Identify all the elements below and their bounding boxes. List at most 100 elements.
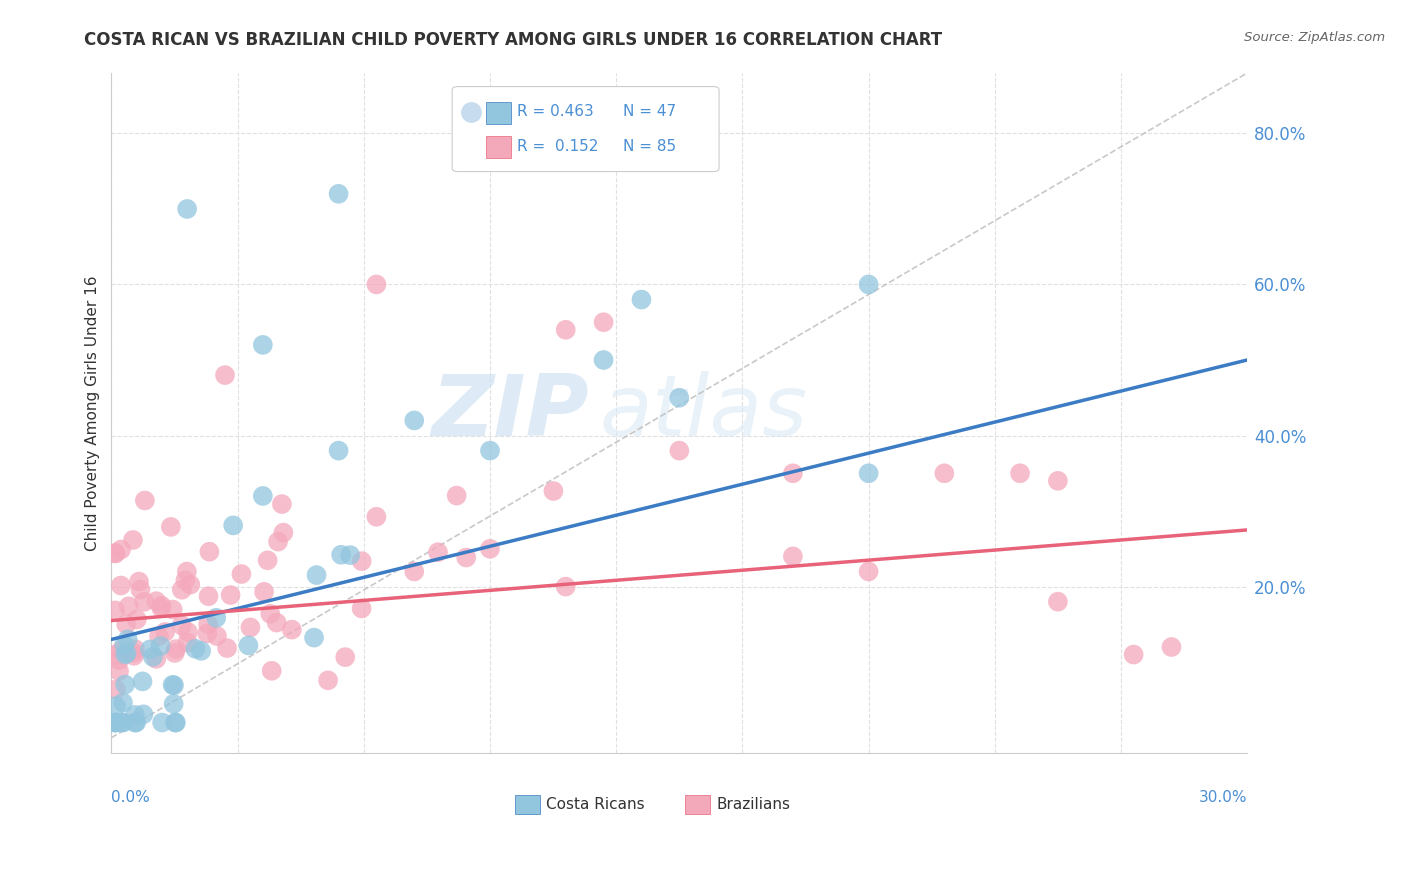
- Text: COSTA RICAN VS BRAZILIAN CHILD POVERTY AMONG GIRLS UNDER 16 CORRELATION CHART: COSTA RICAN VS BRAZILIAN CHILD POVERTY A…: [84, 31, 942, 49]
- Point: [134, 493, 156, 508]
- Point: [238, 639, 260, 653]
- Point: [163, 678, 186, 692]
- Point: [266, 615, 288, 630]
- Point: [214, 368, 236, 383]
- Point: [1046, 595, 1069, 609]
- Point: [118, 599, 141, 614]
- Point: [139, 642, 162, 657]
- Point: [302, 631, 325, 645]
- Point: [184, 641, 207, 656]
- Point: [252, 338, 274, 352]
- Point: [366, 509, 388, 524]
- Point: [165, 642, 187, 657]
- Point: [592, 353, 614, 368]
- Point: [176, 202, 198, 216]
- Point: [350, 554, 373, 568]
- Point: [124, 707, 146, 722]
- Point: [446, 489, 468, 503]
- Point: [176, 565, 198, 579]
- Point: [162, 678, 184, 692]
- Point: [328, 443, 350, 458]
- Point: [858, 565, 880, 579]
- Point: [427, 545, 450, 559]
- Point: [108, 664, 131, 678]
- Point: [153, 625, 176, 640]
- Point: [197, 589, 219, 603]
- Point: [404, 565, 426, 579]
- Point: [198, 545, 221, 559]
- Point: [668, 391, 690, 405]
- Point: [205, 611, 228, 625]
- Point: [104, 715, 127, 730]
- Point: [165, 715, 187, 730]
- Point: [131, 674, 153, 689]
- Point: [179, 577, 201, 591]
- Point: [122, 646, 145, 660]
- Point: [104, 546, 127, 560]
- Point: [104, 603, 127, 617]
- FancyBboxPatch shape: [515, 795, 540, 814]
- Point: [117, 632, 139, 647]
- Point: [782, 549, 804, 564]
- Point: [197, 617, 219, 632]
- Point: [328, 186, 350, 201]
- Point: [271, 497, 294, 511]
- Point: [259, 607, 281, 621]
- Point: [104, 648, 127, 662]
- Point: [252, 489, 274, 503]
- Point: [630, 293, 652, 307]
- Point: [305, 568, 328, 582]
- Point: [165, 715, 187, 730]
- Point: [104, 699, 127, 714]
- Point: [132, 707, 155, 722]
- Point: [1008, 467, 1031, 481]
- Point: [253, 584, 276, 599]
- Point: [330, 548, 353, 562]
- Point: [273, 525, 295, 540]
- FancyBboxPatch shape: [486, 136, 512, 159]
- Point: [149, 639, 172, 653]
- Text: R = 0.463: R = 0.463: [517, 104, 593, 120]
- Point: [162, 697, 184, 711]
- Point: [174, 574, 197, 588]
- Point: [782, 467, 804, 481]
- Point: [456, 550, 478, 565]
- Point: [112, 638, 135, 652]
- Point: [335, 650, 357, 665]
- Point: [1160, 640, 1182, 654]
- Point: [934, 467, 956, 481]
- Point: [122, 533, 145, 547]
- Point: [316, 673, 339, 688]
- Y-axis label: Child Poverty Among Girls Under 16: Child Poverty Among Girls Under 16: [86, 275, 100, 550]
- Point: [108, 653, 131, 667]
- Point: [128, 574, 150, 589]
- Point: [190, 644, 212, 658]
- Point: [195, 626, 218, 640]
- Point: [222, 518, 245, 533]
- Point: [122, 648, 145, 663]
- Point: [145, 594, 167, 608]
- Point: [554, 323, 576, 337]
- Point: [256, 553, 278, 567]
- Point: [129, 582, 152, 597]
- FancyBboxPatch shape: [453, 87, 718, 171]
- Point: [339, 548, 361, 562]
- Point: [111, 715, 134, 730]
- Text: N = 47: N = 47: [623, 104, 676, 120]
- Text: 0.0%: 0.0%: [111, 790, 150, 805]
- Point: [543, 483, 565, 498]
- Point: [239, 620, 262, 634]
- Point: [205, 629, 228, 643]
- FancyBboxPatch shape: [486, 102, 512, 124]
- Point: [124, 715, 146, 730]
- Point: [1122, 648, 1144, 662]
- Text: R =  0.152: R = 0.152: [517, 139, 599, 153]
- Point: [104, 682, 127, 697]
- Point: [148, 629, 170, 643]
- Point: [668, 443, 690, 458]
- FancyBboxPatch shape: [685, 795, 710, 814]
- Point: [134, 595, 156, 609]
- Point: [125, 715, 148, 730]
- Point: [114, 648, 136, 662]
- Point: [592, 315, 614, 329]
